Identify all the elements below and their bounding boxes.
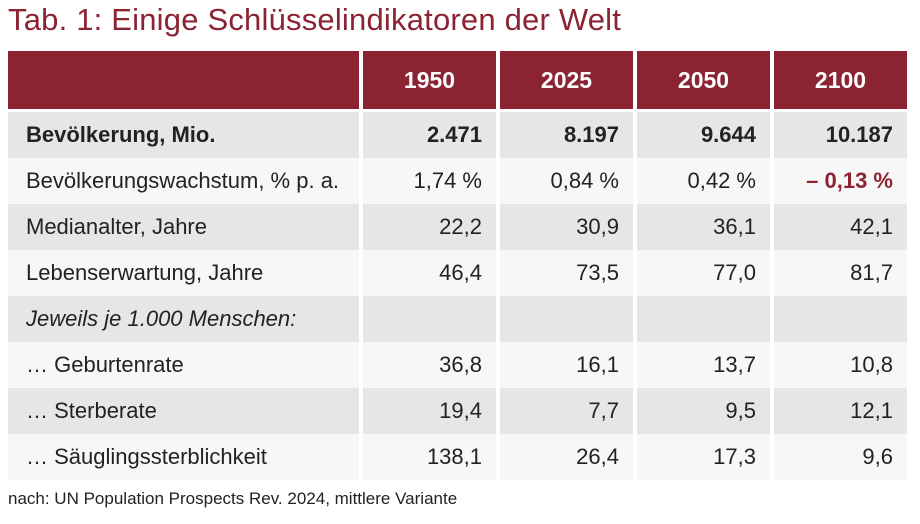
cell-value: 36,1: [637, 204, 770, 250]
table-row: … Säuglingssterblichkeit 138,1 26,4 17,3…: [8, 434, 912, 480]
row-label: … Sterberate: [8, 388, 359, 434]
table-row: Lebenserwartung, Jahre 46,4 73,5 77,0 81…: [8, 250, 912, 296]
cell-value: 0,84 %: [500, 158, 633, 204]
table-row: … Sterberate 19,4 7,7 9,5 12,1: [8, 388, 912, 434]
cell-value: 42,1: [774, 204, 907, 250]
indicators-table: 1950 2025 2050 2100 Bevölkerung, Mio. 2.…: [8, 51, 912, 480]
header-cell-2025: 2025: [500, 51, 633, 109]
cell-value: [774, 296, 907, 342]
cell-value: 36,8: [363, 342, 496, 388]
cell-value: 7,7: [500, 388, 633, 434]
row-label: … Säuglingssterblichkeit: [8, 434, 359, 480]
row-label: Lebenserwartung, Jahre: [8, 250, 359, 296]
cell-value: 9,5: [637, 388, 770, 434]
cell-value: 77,0: [637, 250, 770, 296]
table-row: … Geburtenrate 36,8 16,1 13,7 10,8: [8, 342, 912, 388]
cell-value: 16,1: [500, 342, 633, 388]
cell-value: 73,5: [500, 250, 633, 296]
row-label: … Geburtenrate: [8, 342, 359, 388]
table-row-section-heading: Jeweils je 1.000 Menschen:: [8, 296, 912, 342]
header-cell-label: [8, 51, 359, 109]
cell-value: 26,4: [500, 434, 633, 480]
cell-value: [500, 296, 633, 342]
table-row: Medianalter, Jahre 22,2 30,9 36,1 42,1: [8, 204, 912, 250]
cell-value: 22,2: [363, 204, 496, 250]
cell-value-negative: – 0,13 %: [774, 158, 907, 204]
cell-value: 0,42 %: [637, 158, 770, 204]
cell-value: 9.644: [637, 112, 770, 158]
cell-value: 8.197: [500, 112, 633, 158]
row-label: Bevölkerung, Mio.: [8, 112, 359, 158]
table-row: Bevölkerung, Mio. 2.471 8.197 9.644 10.1…: [8, 112, 912, 158]
source-note: nach: UN Population Prospects Rev. 2024,…: [8, 489, 458, 508]
cell-value: 12,1: [774, 388, 907, 434]
cell-value: 9,6: [774, 434, 907, 480]
cell-value: 2.471: [363, 112, 496, 158]
header-cell-2100: 2100: [774, 51, 907, 109]
row-label: Bevölkerungswachstum, % p. a.: [8, 158, 359, 204]
cell-value: 17,3: [637, 434, 770, 480]
cell-value: [637, 296, 770, 342]
cell-value: 46,4: [363, 250, 496, 296]
cell-value: 138,1: [363, 434, 496, 480]
row-label: Medianalter, Jahre: [8, 204, 359, 250]
table-title: Tab. 1: Einige Schlüsselindikatoren der …: [8, 2, 622, 37]
cell-value: 10,8: [774, 342, 907, 388]
cell-value: 30,9: [500, 204, 633, 250]
cell-value: 81,7: [774, 250, 907, 296]
cell-value: [363, 296, 496, 342]
cell-value: 10.187: [774, 112, 907, 158]
row-label: Jeweils je 1.000 Menschen:: [8, 296, 359, 342]
cell-value: 13,7: [637, 342, 770, 388]
cell-value: 1,74 %: [363, 158, 496, 204]
table-row: Bevölkerungswachstum, % p. a. 1,74 % 0,8…: [8, 158, 912, 204]
cell-value: 19,4: [363, 388, 496, 434]
table-header-row: 1950 2025 2050 2100: [8, 51, 912, 109]
header-cell-1950: 1950: [363, 51, 496, 109]
header-cell-2050: 2050: [637, 51, 770, 109]
